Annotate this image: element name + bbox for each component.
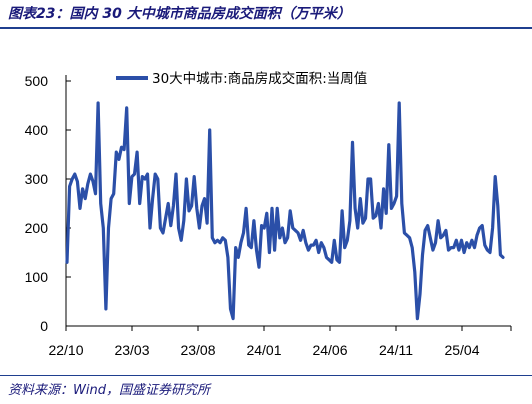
top-rule [0,27,532,29]
x-tick-label: 24/11 [379,342,413,358]
line-chart: 0 100 200 300 400 500 22/10 23/03 23/08 24/01 24/… [25,70,512,358]
x-tick-label: 24/01 [246,342,281,358]
source-note: 资料来源：Wind，国盛证券研究所 [8,383,210,398]
legend-label: 30大中城市:商品房成交面积:当周值 [152,70,367,87]
y-tick-label: 300 [25,171,49,187]
legend: 30大中城市:商品房成交面积:当周值 [116,70,367,87]
y-axis-ticks: 0 100 200 300 400 500 [25,73,71,334]
series-group [65,101,505,321]
y-tick-label: 100 [25,269,49,285]
x-tick-label: 25/04 [444,342,479,358]
x-tick-label: 24/06 [312,342,347,358]
bottom-rule [0,375,532,376]
axes [65,75,511,327]
chart-title: 图表23：国内 30 大中城市商品房成交面积（万平米） [8,6,351,22]
y-tick-label: 200 [25,220,49,236]
x-tick-label: 23/08 [180,342,215,358]
y-tick-label: 500 [25,73,49,89]
x-tick-label: 23/03 [114,342,149,358]
y-tick-label: 0 [40,318,48,334]
series-line [65,101,505,321]
x-tick-label: 22/10 [48,342,83,358]
x-axis-ticks: 22/10 23/03 23/08 24/01 24/06 24/11 25/04 [48,326,512,358]
y-tick-label: 400 [25,122,49,138]
